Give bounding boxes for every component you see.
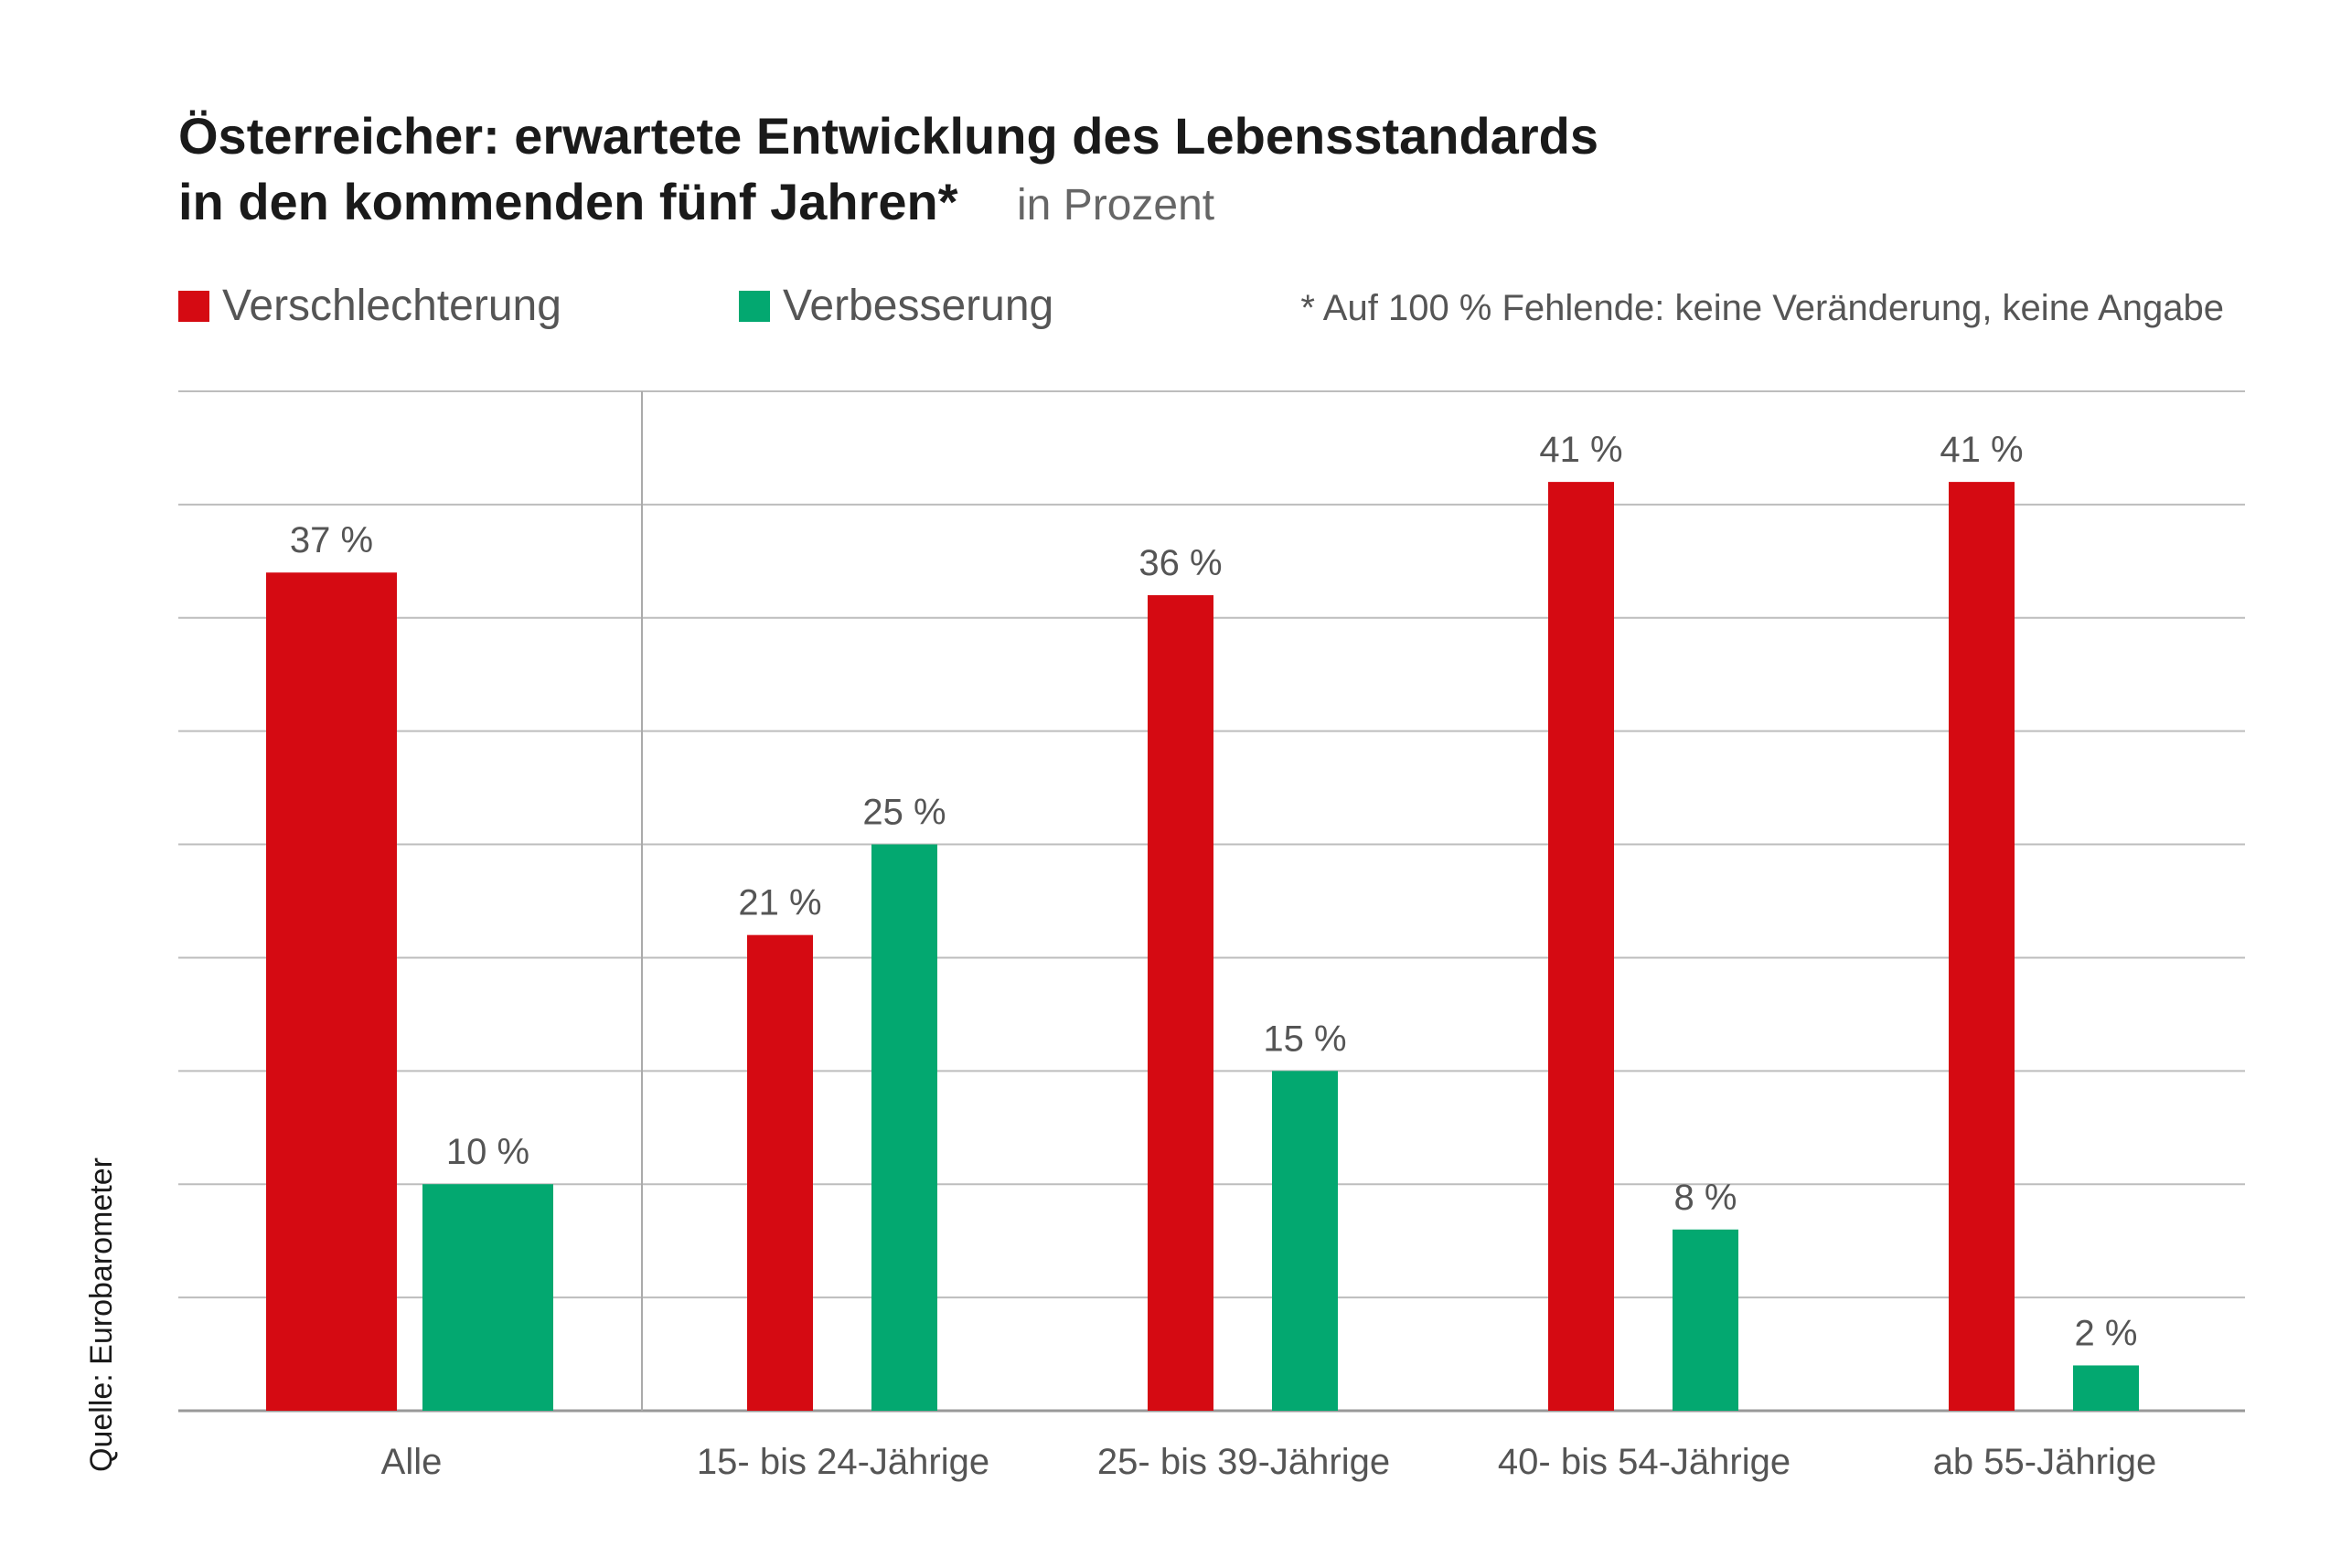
bar-verbesserung-3 — [1673, 1229, 1738, 1411]
bar-verschlechterung-3 — [1548, 482, 1614, 1411]
data-label-verschlechterung-3: 41 % — [1539, 430, 1622, 470]
category-label-0: Alle — [381, 1442, 443, 1482]
legend-label-verschlechterung: Verschlechterung — [222, 282, 561, 330]
bar-verbesserung-2 — [1272, 1071, 1338, 1411]
legend-swatch-verschlechterung — [178, 291, 209, 322]
bar-verschlechterung-2 — [1148, 595, 1213, 1411]
category-labels: Alle 15- bis 24-Jährige 25- bis 39-Jährige… — [381, 1442, 2157, 1482]
category-label-4: ab 55-Jährige — [1933, 1442, 2157, 1482]
category-label-3: 40- bis 54-Jährige — [1498, 1442, 1790, 1482]
chart-note: * Auf 100 % Fehlende: keine Veränderung,… — [1300, 288, 2224, 328]
source-label: Quelle: Eurobarometer — [84, 1157, 119, 1472]
data-label-verschlechterung-0: 37 % — [290, 520, 373, 560]
data-label-verbesserung-0: 10 % — [446, 1132, 529, 1172]
data-label-verschlechterung-4: 41 % — [1940, 430, 2023, 470]
data-label-verbesserung-2: 15 % — [1263, 1019, 1346, 1059]
data-label-verbesserung-4: 2 % — [2075, 1313, 2138, 1353]
data-label-verschlechterung-2: 36 % — [1138, 543, 1222, 583]
legend-swatch-verbesserung — [739, 291, 770, 322]
data-label-verbesserung-1: 25 % — [862, 793, 946, 833]
chart-unit: in Prozent — [1017, 181, 1214, 229]
data-labels: 37 % 10 % 21 % 25 % 36 % 15 % 41 % 8 % 41 % 2 % — [290, 430, 2138, 1353]
chart-title-line1: Österreicher: erwartete Entwicklung des … — [178, 107, 1598, 165]
category-label-2: 25- bis 39-Jährige — [1097, 1442, 1390, 1482]
chart-title-line2: in den kommenden fünf Jahren* — [178, 173, 958, 230]
bar-verbesserung-4 — [2073, 1365, 2139, 1411]
bars — [266, 482, 2139, 1411]
bar-verschlechterung-1 — [747, 934, 813, 1411]
data-label-verschlechterung-1: 21 % — [738, 883, 821, 923]
bar-verschlechterung-4 — [1949, 482, 2015, 1411]
bar-verbesserung-0 — [422, 1184, 553, 1411]
legend-label-verbesserung: Verbesserung — [783, 282, 1053, 330]
bar-verschlechterung-0 — [266, 572, 397, 1411]
bar-verbesserung-1 — [871, 844, 937, 1411]
category-label-1: 15- bis 24-Jährige — [697, 1442, 989, 1482]
data-label-verbesserung-3: 8 % — [1674, 1178, 1737, 1218]
